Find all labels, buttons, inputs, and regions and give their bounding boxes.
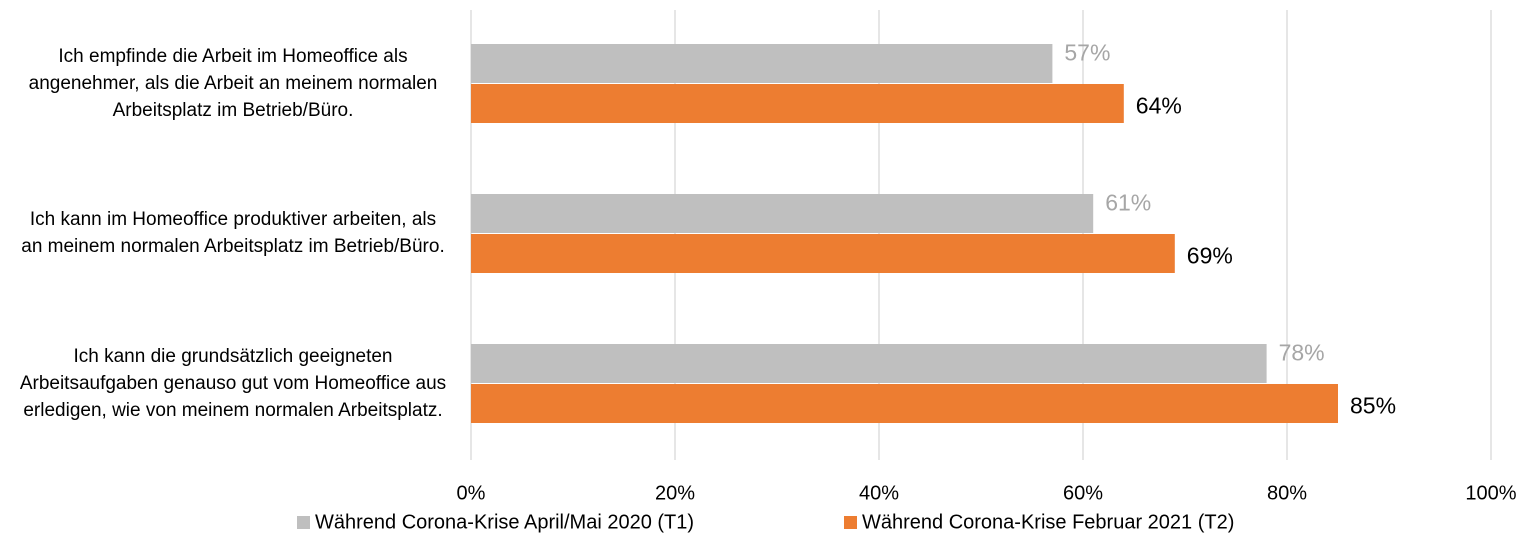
x-tick-label: 100% bbox=[1465, 482, 1516, 504]
bar bbox=[471, 44, 1053, 83]
bar bbox=[471, 234, 1175, 273]
legend-swatch bbox=[844, 516, 857, 529]
legend-label: Während Corona-Krise April/Mai 2020 (T1) bbox=[315, 511, 694, 533]
bar bbox=[471, 194, 1094, 233]
value-label: 64% bbox=[1136, 93, 1182, 119]
value-label: 61% bbox=[1105, 190, 1151, 216]
x-tick-label: 40% bbox=[859, 482, 899, 504]
x-tick-label: 80% bbox=[1267, 482, 1307, 504]
value-label: 69% bbox=[1187, 243, 1233, 269]
category-label: Ich kann im Homeoffice produktiver arbei… bbox=[0, 174, 448, 292]
category-text: Ich empfinde die Arbeit im Homeoffice al… bbox=[28, 45, 438, 121]
bar bbox=[471, 84, 1124, 123]
bar bbox=[471, 384, 1338, 423]
value-label: 85% bbox=[1350, 393, 1396, 419]
x-tick-label: 20% bbox=[655, 482, 695, 504]
category-label: Ich empfinde die Arbeit im Homeoffice al… bbox=[0, 24, 448, 142]
x-tick-label: 0% bbox=[457, 482, 486, 504]
value-label: 78% bbox=[1279, 340, 1325, 366]
category-text: Ich kann im Homeoffice produktiver arbei… bbox=[21, 209, 445, 257]
legend-swatch bbox=[297, 516, 310, 529]
x-tick-label: 60% bbox=[1063, 482, 1103, 504]
value-label: 57% bbox=[1064, 40, 1110, 66]
category-label: Ich kann die grundsätzlich geeigneten Ar… bbox=[0, 324, 448, 442]
category-text: Ich kann die grundsätzlich geeigneten Ar… bbox=[19, 345, 447, 421]
legend-label: Während Corona-Krise Februar 2021 (T2) bbox=[862, 511, 1234, 533]
bar bbox=[471, 344, 1267, 383]
